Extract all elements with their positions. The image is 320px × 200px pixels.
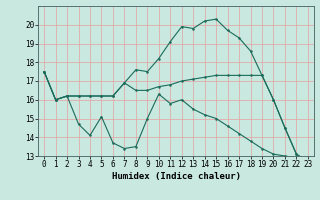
X-axis label: Humidex (Indice chaleur): Humidex (Indice chaleur) (111, 172, 241, 181)
